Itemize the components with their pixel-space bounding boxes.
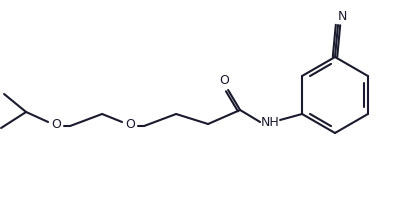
Text: O: O [219, 74, 229, 87]
Text: O: O [125, 118, 135, 131]
Text: NH: NH [260, 115, 279, 129]
Text: O: O [51, 118, 61, 131]
Text: N: N [337, 11, 346, 23]
